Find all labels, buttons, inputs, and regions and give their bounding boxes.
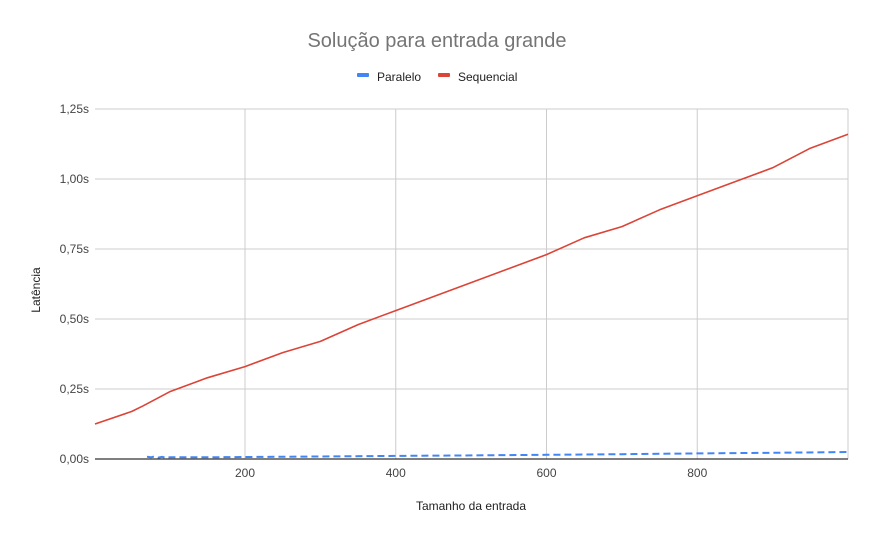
legend: Paralelo Sequencial bbox=[357, 70, 517, 84]
y-axis-ticks: 0,00s 0,25s 0,50s 0,75s 1,00s 1,25s bbox=[60, 102, 89, 466]
x-tick-label: 400 bbox=[386, 466, 406, 480]
series-layer bbox=[94, 133, 849, 459]
y-tick-label: 0,25s bbox=[60, 382, 89, 396]
chart-title: Solução para entrada grande bbox=[307, 30, 566, 52]
series-line-sequencial bbox=[94, 133, 849, 425]
x-tick-label: 200 bbox=[235, 466, 255, 480]
legend-swatch-paralelo bbox=[357, 73, 369, 77]
x-tick-label: 800 bbox=[687, 466, 707, 480]
y-axis-label: Latência bbox=[29, 267, 43, 313]
y-tick-label: 0,00s bbox=[60, 452, 89, 466]
y-tick-label: 1,25s bbox=[60, 102, 89, 116]
y-tick-label: 0,50s bbox=[60, 312, 89, 326]
gridlines bbox=[95, 108, 849, 459]
legend-swatch-sequencial bbox=[438, 73, 450, 77]
x-axis-label: Tamanho da entrada bbox=[416, 499, 526, 513]
legend-label-paralelo: Paralelo bbox=[377, 70, 421, 84]
legend-label-sequencial: Sequencial bbox=[458, 70, 517, 84]
x-tick-label: 600 bbox=[536, 466, 556, 480]
y-tick-label: 0,75s bbox=[60, 242, 89, 256]
series-line-paralelo bbox=[146, 451, 849, 459]
x-axis-ticks: 200 400 600 800 bbox=[235, 466, 708, 480]
y-tick-label: 1,00s bbox=[60, 172, 89, 186]
